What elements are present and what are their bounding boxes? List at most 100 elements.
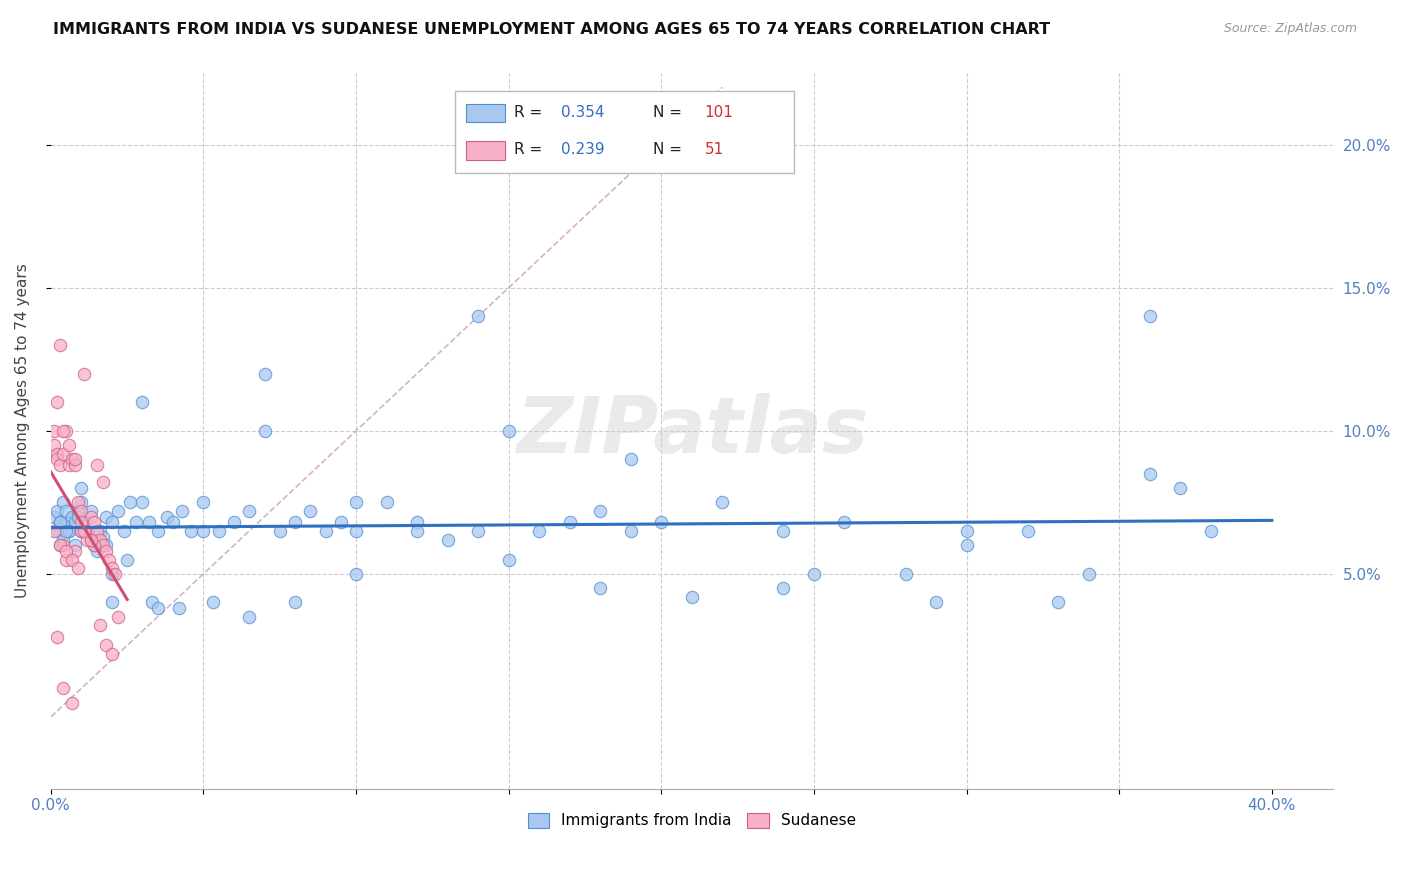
Point [67, 495, 90, 509]
Point [45, 395, 67, 409]
Point [58, 438, 80, 452]
Point [65, 538, 87, 552]
Point [91, 530, 114, 544]
Text: 101: 101 [704, 105, 734, 120]
Point [45, 504, 67, 518]
Point [55, 424, 77, 438]
Point [498, 552, 520, 566]
Point [104, 566, 127, 581]
Point [436, 533, 458, 547]
Point [253, 424, 276, 438]
Point [52, 495, 75, 509]
Point [67, 509, 90, 524]
Point [91, 538, 114, 552]
Point [42, 524, 65, 538]
Point [955, 524, 977, 538]
Point [125, 516, 148, 530]
Point [620, 452, 643, 467]
Point [284, 595, 307, 609]
Point [91, 475, 114, 490]
Point [94, 538, 117, 552]
Point [803, 566, 825, 581]
Point [146, 524, 169, 538]
Point [1017, 524, 1039, 538]
Point [86, 544, 108, 558]
Point [70, 481, 93, 495]
Point [52, 538, 75, 552]
Point [83, 538, 105, 552]
Point [167, 601, 190, 615]
Point [955, 538, 977, 552]
Point [70, 524, 93, 538]
Point [65, 458, 87, 472]
FancyBboxPatch shape [467, 103, 505, 122]
Point [208, 524, 231, 538]
Point [60, 696, 83, 710]
Point [94, 509, 117, 524]
Point [238, 609, 260, 624]
Point [467, 310, 489, 324]
Point [67, 561, 90, 575]
Point [138, 516, 160, 530]
Point [65, 516, 87, 530]
Point [79, 533, 101, 547]
Point [70, 524, 93, 538]
Point [589, 581, 612, 595]
Point [52, 447, 75, 461]
Point [238, 504, 260, 518]
Point [193, 495, 215, 509]
Point [52, 424, 75, 438]
Point [620, 524, 643, 538]
Point [86, 458, 108, 472]
Point [52, 681, 75, 696]
Point [73, 367, 96, 381]
Point [49, 538, 72, 552]
Point [101, 595, 124, 609]
Point [107, 609, 129, 624]
Text: 51: 51 [704, 142, 724, 157]
Point [529, 524, 551, 538]
Point [375, 495, 398, 509]
Point [650, 516, 672, 530]
Point [55, 504, 77, 518]
Point [222, 516, 245, 530]
Point [49, 458, 72, 472]
Y-axis label: Unemployment Among Ages 65 to 74 years: Unemployment Among Ages 65 to 74 years [15, 263, 30, 599]
Point [925, 595, 948, 609]
Point [45, 524, 67, 538]
Point [45, 452, 67, 467]
Point [193, 524, 215, 538]
Point [315, 524, 337, 538]
Point [834, 516, 856, 530]
Point [73, 524, 96, 538]
Point [1139, 467, 1161, 481]
Point [107, 504, 129, 518]
Text: R =: R = [513, 105, 547, 120]
Point [131, 395, 153, 409]
Point [60, 552, 83, 566]
Point [1168, 481, 1191, 495]
Text: 0.239: 0.239 [561, 142, 605, 157]
Point [70, 495, 93, 509]
Text: 0.354: 0.354 [561, 105, 605, 120]
Point [711, 495, 734, 509]
Point [1199, 524, 1222, 538]
Text: Source: ZipAtlas.com: Source: ZipAtlas.com [1223, 22, 1357, 36]
Point [120, 495, 142, 509]
Point [406, 524, 429, 538]
FancyBboxPatch shape [467, 141, 505, 160]
Point [58, 524, 80, 538]
Point [45, 447, 67, 461]
Point [141, 595, 163, 609]
Point [49, 338, 72, 352]
Point [498, 424, 520, 438]
Point [162, 516, 184, 530]
Point [55, 516, 77, 530]
Point [269, 524, 291, 538]
Point [55, 544, 77, 558]
Point [49, 538, 72, 552]
Point [45, 630, 67, 644]
Point [329, 516, 352, 530]
Point [49, 516, 72, 530]
Point [76, 524, 98, 538]
